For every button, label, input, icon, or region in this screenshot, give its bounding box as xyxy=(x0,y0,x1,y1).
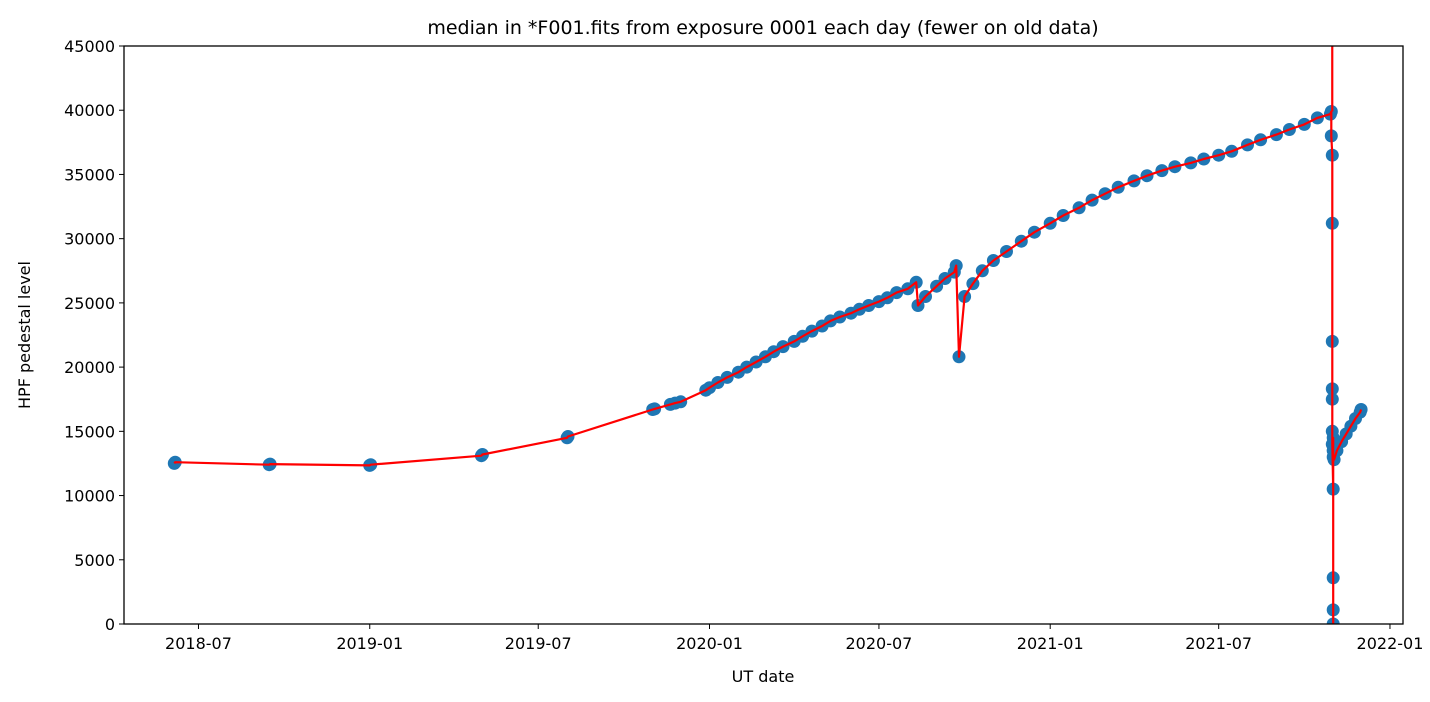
y-tick-label: 40000 xyxy=(64,101,115,120)
y-tick-label: 35000 xyxy=(64,165,115,184)
y-tick-label: 30000 xyxy=(64,230,115,249)
y-axis-label: HPF pedestal level xyxy=(15,261,34,409)
x-tick-label: 2020-07 xyxy=(845,634,912,653)
x-tick-label: 2020-01 xyxy=(676,634,743,653)
y-tick-label: 10000 xyxy=(64,487,115,506)
y-tick-label: 5000 xyxy=(74,551,115,570)
chart-title: median in *F001.fits from exposure 0001 … xyxy=(427,17,1098,39)
y-tick-label: 20000 xyxy=(64,358,115,377)
x-tick-label: 2019-01 xyxy=(336,634,403,653)
x-axis-label: UT date xyxy=(732,667,795,686)
y-tick-label: 15000 xyxy=(64,422,115,441)
y-tick-label: 25000 xyxy=(64,294,115,313)
series-line xyxy=(173,110,1363,624)
x-tick-label: 2019-07 xyxy=(505,634,572,653)
y-tick-label: 0 xyxy=(105,615,115,634)
y-tick-label: 45000 xyxy=(64,37,115,56)
x-tick-label: 2021-01 xyxy=(1017,634,1084,653)
plot-frame xyxy=(123,45,1404,625)
x-tick-label: 2021-07 xyxy=(1185,634,1252,653)
x-tick-label: 2018-07 xyxy=(165,634,232,653)
x-tick-label: 2022-01 xyxy=(1357,634,1424,653)
